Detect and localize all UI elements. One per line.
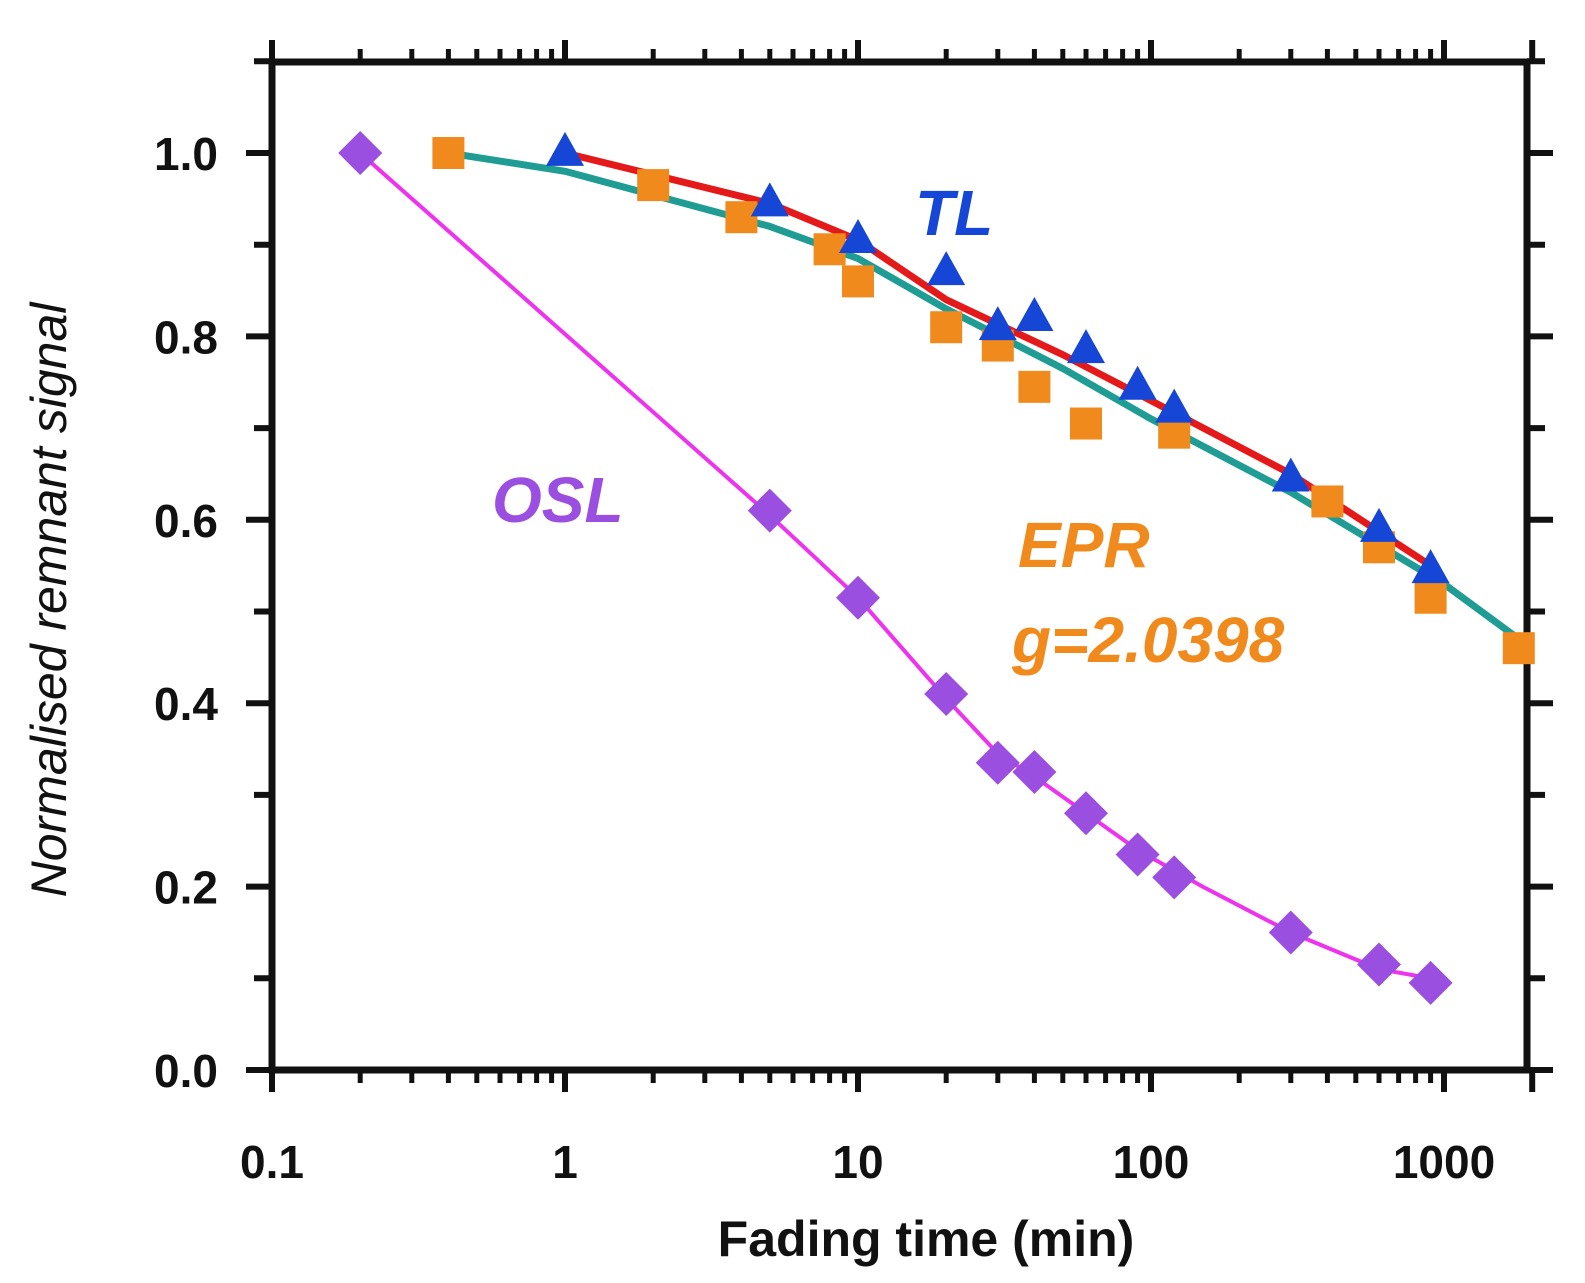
x-tick-label: 1000 (1393, 1136, 1495, 1188)
tl-data-point (978, 306, 1017, 341)
osl-data-point (924, 672, 969, 717)
y-tick-label: 0.2 (154, 862, 218, 914)
y-tick-label: 0.4 (154, 678, 218, 730)
osl-data-point (1115, 832, 1160, 877)
osl-data-point (836, 575, 880, 620)
osl-data-point (338, 131, 383, 175)
tl-data-point (839, 219, 877, 254)
tl-data-point (927, 251, 966, 286)
y-tick-label: 0.8 (154, 311, 218, 363)
epr-data-point (1069, 407, 1102, 440)
epr-data-point (1502, 632, 1535, 665)
y-tick-label: 0.6 (154, 495, 218, 547)
osl-data-point (1063, 791, 1108, 836)
tl-data-point (1411, 549, 1450, 584)
osl-data-point (1356, 942, 1401, 987)
osl-data-point (1012, 749, 1057, 794)
osl-label: OSL (492, 464, 624, 536)
osl-data-point (1408, 960, 1453, 1005)
data-markers (338, 131, 1535, 1005)
osl-data-point (1268, 910, 1313, 955)
y-tick-label: 1.0 (154, 128, 218, 180)
epr-data-point (725, 201, 758, 234)
epr-label: EPR (1018, 509, 1150, 581)
tl-data-point (1359, 507, 1398, 542)
tl-data-point (1155, 388, 1194, 423)
tl-label: TL (915, 177, 993, 249)
osl-data-point (1152, 855, 1197, 900)
tl-data-point (1118, 365, 1157, 400)
epr-data-point (1311, 485, 1344, 518)
osl-data-point (975, 740, 1020, 785)
y-tick-label: 0.0 (154, 1045, 218, 1097)
y-axis-title: Normalised remnant signal (21, 301, 77, 898)
epr-data-point (637, 169, 670, 202)
x-tick-label: 10 (832, 1136, 883, 1188)
x-axis-title: Fading time (min) (718, 1211, 1135, 1267)
epr-data-point (930, 311, 963, 344)
epr-data-point (1018, 370, 1051, 403)
tick-labels: 0.1 1 10 100 1000 0.0 0.2 0.4 0.6 0.8 1.0 (154, 128, 1495, 1188)
epr-data-point (813, 233, 846, 266)
tl-data-point (1066, 329, 1105, 364)
tl-data-point (546, 131, 584, 166)
epr-data-point (432, 137, 465, 169)
tl-data-point (1271, 457, 1310, 492)
plot-frame (268, 58, 1531, 1074)
x-tick-label: 1 (552, 1136, 578, 1188)
epr-g-label: g=2.0398 (1011, 604, 1285, 676)
tl-data-point (1015, 296, 1054, 331)
x-tick-label: 100 (1113, 1136, 1190, 1188)
osl-data-point (747, 488, 792, 533)
epr-data-point (1414, 581, 1447, 614)
tl-data-point (750, 182, 789, 217)
x-tick-label: 0.1 (240, 1136, 304, 1188)
epr-data-point (842, 265, 874, 298)
axis-ticks (246, 40, 1553, 1092)
